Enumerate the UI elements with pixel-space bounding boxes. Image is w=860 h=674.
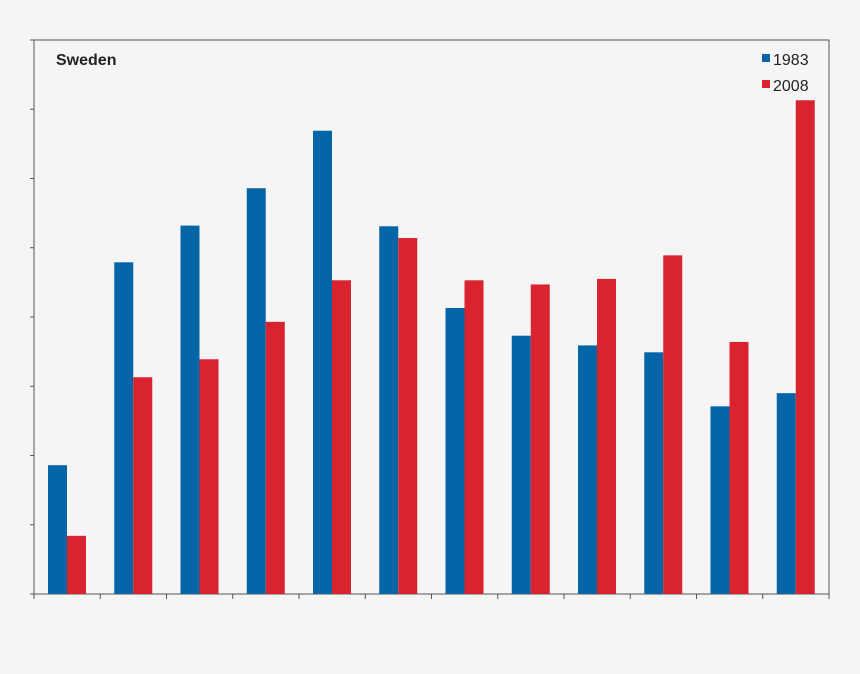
- bar-1983-6: [379, 226, 399, 594]
- bar-2008-1: [67, 535, 86, 594]
- bar-2008-10: [663, 255, 683, 594]
- legend-swatch-1983: [762, 54, 770, 62]
- y-axis-ticks: [30, 39, 34, 595]
- bar-2008-11: [729, 341, 749, 594]
- bar-1983-3: [180, 225, 200, 594]
- bar-1983-10: [644, 352, 664, 594]
- bar-1983-9: [578, 345, 597, 594]
- bar-1983-5: [313, 130, 332, 594]
- bar-1983-11: [710, 406, 730, 594]
- legend-label-1983: 1983: [773, 52, 809, 69]
- bar-2008-8: [530, 284, 550, 594]
- bar-2008-9: [597, 278, 616, 594]
- bar-2008-12: [795, 100, 815, 594]
- bar-1983-8: [511, 335, 531, 594]
- legend: 1983 2008: [762, 52, 809, 95]
- bar-1983-1: [48, 465, 67, 594]
- x-axis-ticks: [33, 594, 830, 599]
- bar-2008-7: [464, 280, 484, 594]
- bar-1983-7: [445, 307, 465, 594]
- bar-1983-2: [114, 262, 134, 594]
- legend-swatch-2008: [762, 80, 770, 88]
- bar-2008-2: [133, 377, 153, 594]
- bar-1983-12: [776, 393, 796, 594]
- bar-2008-4: [265, 321, 285, 594]
- plot-frame: [33, 39, 830, 595]
- bars: [48, 100, 815, 594]
- legend-label-2008: 2008: [773, 78, 809, 95]
- bar-1983-4: [246, 188, 266, 594]
- bar-2008-6: [398, 238, 418, 594]
- bar-2008-3: [199, 359, 219, 594]
- chart-title: Sweden: [56, 52, 116, 69]
- bar-2008-5: [332, 280, 351, 594]
